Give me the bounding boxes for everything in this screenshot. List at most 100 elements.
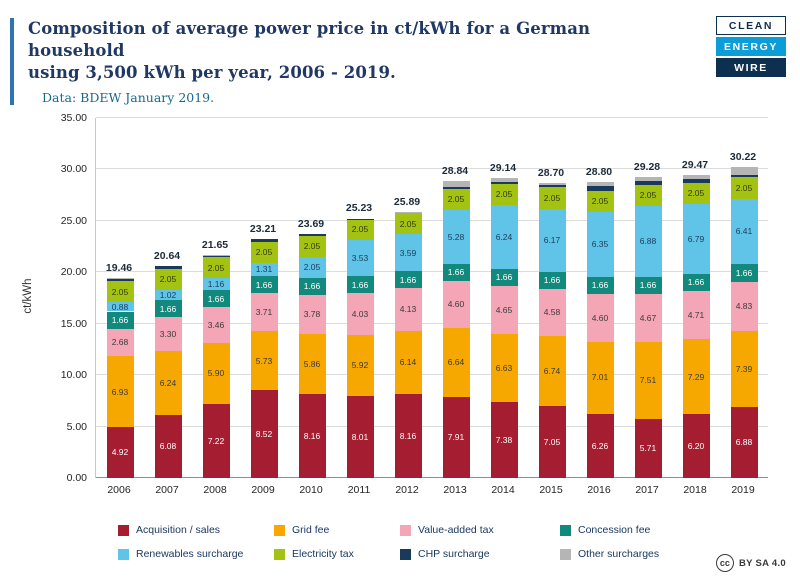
segment-value-label: 7.29 xyxy=(687,371,705,382)
segment-value-label: 4.92 xyxy=(111,447,129,458)
page-title: Composition of average power price in ct… xyxy=(28,18,668,83)
segment-value-label: 2.05 xyxy=(735,182,753,193)
segment-value-label: 2.05 xyxy=(543,192,561,203)
legend-swatch xyxy=(560,548,571,560)
y-tick-label: 20.00 xyxy=(60,266,87,279)
cc-icon: cc xyxy=(715,554,734,572)
segment-value-label: 3.53 xyxy=(351,252,369,263)
segment-value-label: 1.66 xyxy=(207,293,225,304)
legend-item: Value-added tax xyxy=(400,518,552,542)
segment-value-label: 2.05 xyxy=(207,262,225,273)
segment-value-label: 7.01 xyxy=(591,372,609,383)
segment-value-label: 5.92 xyxy=(351,359,369,370)
bar-segment: 5.73 xyxy=(250,331,278,391)
y-tick-label: 10.00 xyxy=(60,369,87,382)
bar-segment xyxy=(586,181,614,187)
x-tick-label: 2017 xyxy=(635,484,659,496)
bar-segment xyxy=(682,179,710,183)
bar-segment xyxy=(586,186,614,191)
bar-total-label: 29.28 xyxy=(633,160,661,173)
bar-segment: 6.64 xyxy=(442,328,470,397)
bar-2019: 6.88 7.39 4.83 1.66 6.41 2.05 xyxy=(730,167,758,478)
grid-line xyxy=(96,168,768,170)
segment-value-label: 4.60 xyxy=(591,312,609,323)
bar-segment: 6.79 xyxy=(682,203,710,274)
chart-legend: Acquisition / sales Grid fee Value-added t… xyxy=(118,518,702,566)
segment-value-label: 6.17 xyxy=(543,235,561,245)
bar-segment: 6.17 xyxy=(538,208,566,272)
bar-segment: 6.26 xyxy=(586,413,614,478)
bar-segment: 2.05 xyxy=(538,187,566,209)
bar-segment: 6.63 xyxy=(490,333,518,403)
clean-energy-wire-logo: CLEAN ENERGY WIRE xyxy=(716,16,786,79)
bar-segment xyxy=(490,181,518,184)
bar-segment: 2.05 xyxy=(682,182,710,204)
bar-segment xyxy=(682,174,710,180)
bar-total-label: 28.84 xyxy=(441,165,469,178)
bar-total-label: 23.21 xyxy=(249,223,277,236)
segment-value-label: 6.14 xyxy=(399,357,417,368)
cc-license-badge: cc BY SA 4.0 xyxy=(715,554,786,572)
bar-segment: 8.16 xyxy=(394,394,422,478)
segment-value-label: 6.35 xyxy=(591,239,609,250)
bar-segment: 3.53 xyxy=(346,239,374,277)
legend-swatch xyxy=(274,548,285,560)
bar-segment: 1.66 xyxy=(202,290,230,308)
segment-value-label: 4.13 xyxy=(399,304,417,315)
x-tick-label: 2018 xyxy=(683,484,707,496)
legend-label: Concession fee xyxy=(578,524,651,536)
legend-label: Electricity tax xyxy=(292,548,354,560)
bar-segment: 5.92 xyxy=(346,334,374,396)
legend-swatch xyxy=(274,524,285,536)
bar-segment: 4.65 xyxy=(490,286,518,334)
bar-segment: 2.05 xyxy=(106,281,134,303)
bar-segment: 7.05 xyxy=(538,405,566,478)
grid-line xyxy=(96,425,768,427)
segment-value-label: 1.66 xyxy=(351,279,369,290)
logo-line-energy: ENERGY xyxy=(716,37,786,56)
legend-label: Renewables surcharge xyxy=(136,548,244,560)
segment-value-label: 2.05 xyxy=(591,196,609,207)
segment-value-label: 1.31 xyxy=(255,264,273,275)
legend-item: CHP surcharge xyxy=(400,542,552,566)
bar-total-label: 29.14 xyxy=(489,162,517,175)
bar-segment: 1.66 xyxy=(298,277,326,295)
segment-value-label: 3.71 xyxy=(255,307,273,318)
bar-total-label: 30.22 xyxy=(729,151,757,164)
y-axis-label: ct/kWh xyxy=(22,278,34,314)
bar-segment xyxy=(298,234,326,236)
bar-segment: 1.66 xyxy=(490,269,518,287)
x-tick-label: 2013 xyxy=(443,484,467,496)
bar-segment xyxy=(106,278,134,282)
title-line-2: using 3,500 kWh per year, 2006 - 2019. xyxy=(28,62,396,82)
bar-segment: 4.83 xyxy=(730,281,758,332)
bar-segment xyxy=(442,187,470,189)
bar-segment: 1.66 xyxy=(106,311,134,329)
bar-segment: 8.52 xyxy=(250,390,278,478)
bar-2014: 7.38 6.63 4.65 1.66 6.24 2.05 xyxy=(490,178,518,478)
bar-2010: 8.16 5.86 3.78 1.66 2.05 2.05 xyxy=(298,234,326,478)
segment-value-label: 6.24 xyxy=(495,231,513,242)
legend-swatch xyxy=(560,524,571,536)
segment-value-label: 5.71 xyxy=(639,443,657,454)
bar-segment: 2.05 xyxy=(250,241,278,263)
segment-value-label: 7.91 xyxy=(447,432,465,443)
segment-value-label: 2.05 xyxy=(159,273,177,284)
segment-value-label: 1.02 xyxy=(159,289,177,300)
bar-segment: 4.67 xyxy=(634,294,662,343)
bar-segment: 1.66 xyxy=(538,272,566,290)
segment-value-label: 1.66 xyxy=(159,303,177,314)
bar-segment: 6.93 xyxy=(106,356,134,428)
bar-segment: 3.71 xyxy=(250,293,278,332)
bar-segment: 5.90 xyxy=(202,343,230,404)
bar-2018: 6.20 7.29 4.71 1.66 6.79 2.05 xyxy=(682,174,710,478)
grid-line xyxy=(96,477,768,478)
bar-segment: 5.28 xyxy=(442,209,470,264)
y-tick-label: 25.00 xyxy=(60,214,87,227)
bar-segment: 4.71 xyxy=(682,290,710,340)
bar-segment: 1.66 xyxy=(154,300,182,318)
segment-value-label: 3.59 xyxy=(399,247,417,258)
legend-swatch xyxy=(400,548,411,560)
legend-item: Electricity tax xyxy=(274,542,392,566)
